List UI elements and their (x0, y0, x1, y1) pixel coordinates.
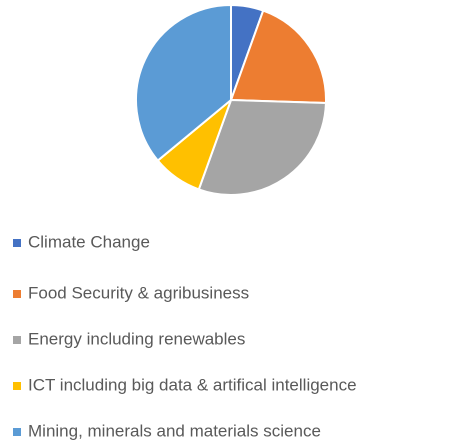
legend-label: Mining, minerals and materials science (28, 421, 321, 440)
legend-label: Food Security & agribusiness (28, 283, 249, 302)
legend-label: Energy including renewables (28, 329, 245, 348)
legend-label: ICT including big data & artifical intel… (28, 375, 357, 394)
legend-swatch (13, 336, 21, 344)
pie-slice (135, 3, 232, 162)
legend-swatch (13, 428, 21, 436)
legend-swatch (13, 290, 21, 298)
pie-slice (229, 9, 327, 105)
legend-swatch (13, 382, 21, 390)
legend-swatch (13, 239, 21, 247)
legend-label: Climate Change (28, 232, 150, 251)
pie-slice (197, 98, 327, 196)
